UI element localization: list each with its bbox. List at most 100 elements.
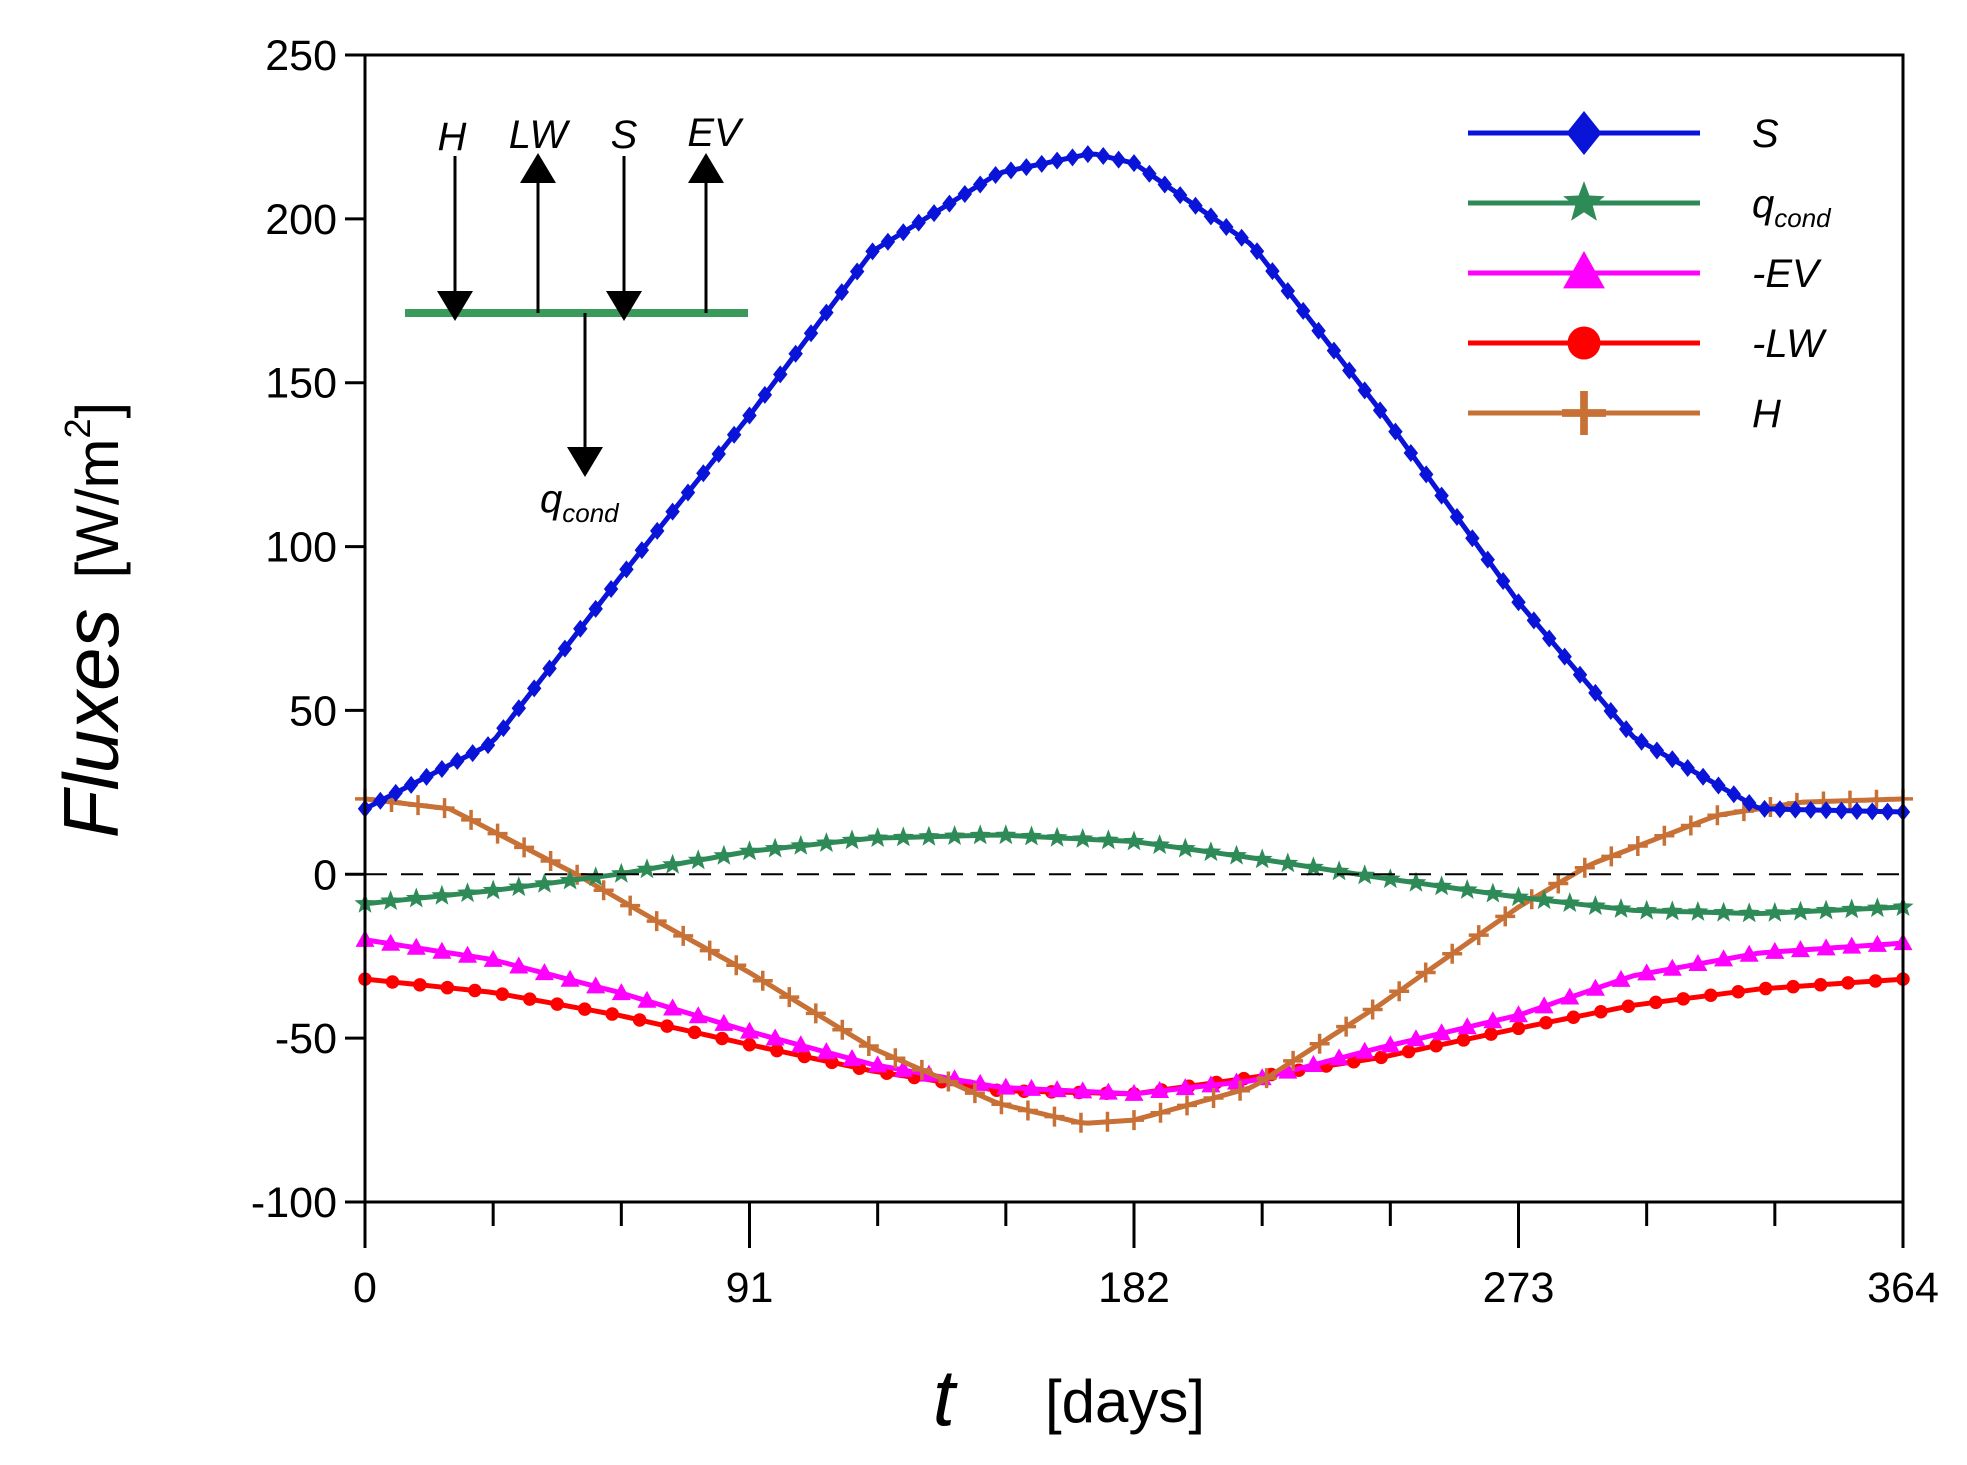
series-point-lw: [1456, 1033, 1471, 1047]
inset-label-qcond-main: q: [540, 477, 562, 521]
series-point-h: [885, 1048, 906, 1069]
series-point-h: [1495, 906, 1516, 927]
series-point-s: [849, 262, 865, 281]
series-point-ev: [1098, 1082, 1118, 1100]
series-point-ev: [868, 1055, 888, 1073]
series-point-qcond: [867, 827, 889, 847]
series-point-s: [1126, 154, 1142, 173]
series-point-s: [1449, 507, 1465, 526]
x-axis-title-unit: [days]: [1045, 1368, 1205, 1435]
series-point-lw: [1786, 979, 1800, 994]
series-point-s: [557, 639, 573, 658]
series-point-s: [896, 223, 911, 242]
series-point-lw: [1374, 1050, 1388, 1065]
series-point-lw: [605, 1007, 619, 1021]
series-point-s: [465, 744, 480, 763]
series-point-h: [1203, 1088, 1224, 1109]
series-point-s: [1465, 529, 1480, 548]
ticks-layer: -100 -50 0 50 100 150 200 250 0 91 182 273 364: [251, 32, 1939, 1312]
y-tick-label: -50: [275, 1015, 337, 1063]
series-point-h: [858, 1036, 879, 1056]
series-point-qcond: [1174, 837, 1196, 858]
series-point-s: [957, 185, 973, 204]
series-point-lw: [1594, 1004, 1608, 1019]
series-point-s: [1188, 196, 1203, 215]
series-point-qcond: [944, 825, 965, 845]
series-point-h: [620, 895, 641, 916]
series-point-qcond: [1277, 852, 1299, 873]
series-point-ev: [1662, 958, 1682, 976]
series-point-s: [988, 165, 1003, 184]
series-point-qcond: [1533, 889, 1555, 910]
series-point-h: [832, 1019, 853, 1040]
series-point-qcond: [1584, 895, 1606, 915]
series-point-s: [1372, 401, 1388, 420]
series-point-s: [819, 303, 834, 322]
series-point-qcond: [739, 840, 760, 861]
series-point-h: [1177, 1095, 1198, 1116]
inset-label-lw: LW: [509, 113, 571, 157]
series-point-lw: [385, 975, 400, 989]
series-point-ev: [1201, 1075, 1221, 1093]
series-point-h: [1256, 1068, 1277, 1089]
series-point-s: [911, 213, 926, 232]
series-point-s: [1788, 800, 1803, 819]
series-point-s: [1157, 175, 1172, 194]
series-point-s: [1757, 799, 1772, 818]
series-point-s: [865, 242, 880, 261]
series-point-qcond: [1303, 856, 1324, 877]
series-point-qcond: [1508, 886, 1529, 907]
series-point-qcond: [482, 879, 504, 900]
series-point-ev: [1457, 1017, 1477, 1035]
series-point-h: [1230, 1080, 1251, 1101]
series-point-ev: [791, 1035, 811, 1053]
series-point-h: [752, 970, 773, 991]
series-point-qcond: [687, 849, 709, 870]
series-point-qcond: [431, 884, 453, 905]
series-point-qcond: [1405, 871, 1427, 892]
series-point-s: [788, 344, 803, 363]
series-point-ev: [714, 1013, 734, 1031]
series-point-s: [650, 521, 665, 540]
series-point-lw: [770, 1043, 784, 1058]
series-point-lw: [1704, 988, 1718, 1003]
series-point-h: [646, 911, 667, 932]
series-point-h: [1574, 857, 1595, 878]
series-point-h: [514, 837, 535, 858]
legend-item-lw: -LW: [1468, 322, 1827, 366]
series-point-s: [1557, 647, 1572, 666]
series-point-h: [1044, 1106, 1065, 1127]
series-point-h: [593, 880, 614, 901]
series-point-s: [1865, 802, 1880, 821]
legend-item-qcond: qcond: [1468, 181, 1832, 233]
y-tick-label: 0: [313, 851, 337, 899]
series-point-s: [1665, 750, 1680, 769]
series-point-ev: [1124, 1083, 1144, 1101]
series-point-ev: [816, 1042, 836, 1060]
series-point-h: [540, 851, 561, 872]
series-point-qcond: [636, 858, 658, 879]
series-point-s: [588, 599, 603, 618]
inset-label-ev: EV: [687, 111, 744, 155]
series-point-h: [1362, 999, 1383, 1020]
series-point-ev: [1714, 949, 1734, 967]
legend-swatch-marker: [1566, 111, 1602, 155]
series-layer: [354, 145, 1914, 1133]
x-tick-label: 182: [1098, 1264, 1170, 1312]
inset-label-s: S: [611, 113, 638, 157]
series-point-qcond: [1072, 828, 1094, 848]
series-point-s: [480, 736, 496, 755]
series-point-ev: [458, 945, 478, 963]
series-point-s: [1311, 321, 1326, 340]
series-point-ev: [1175, 1078, 1195, 1096]
series-point-h: [1601, 846, 1622, 867]
series-point-qcond: [1687, 901, 1709, 921]
series-point-lw: [577, 1002, 592, 1016]
x-tick-label: 0: [353, 1264, 377, 1312]
series-point-h: [1680, 815, 1701, 836]
series-point-s: [834, 283, 849, 302]
series-point-s: [1695, 767, 1711, 786]
series-line-s: [363, 151, 1904, 815]
series-point-s: [1634, 732, 1649, 751]
